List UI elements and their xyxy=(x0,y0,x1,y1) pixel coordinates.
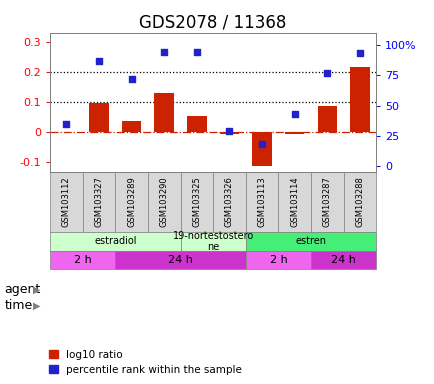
Bar xyxy=(50,172,82,232)
Point xyxy=(161,49,168,55)
Bar xyxy=(50,251,115,269)
Title: GDS2078 / 11368: GDS2078 / 11368 xyxy=(139,13,286,31)
Point xyxy=(95,58,102,64)
Bar xyxy=(310,251,375,269)
Text: GSM103112: GSM103112 xyxy=(62,176,71,227)
Bar xyxy=(219,132,239,134)
Bar xyxy=(154,93,174,132)
Text: GSM103325: GSM103325 xyxy=(192,176,201,227)
Text: GSM103290: GSM103290 xyxy=(159,176,168,227)
Bar xyxy=(180,172,213,232)
Text: GSM103326: GSM103326 xyxy=(224,176,233,227)
Text: 2 h: 2 h xyxy=(269,255,286,265)
Point xyxy=(290,111,297,117)
Text: 24 h: 24 h xyxy=(330,255,355,265)
Bar xyxy=(245,172,278,232)
Text: GSM103327: GSM103327 xyxy=(94,176,103,227)
Point xyxy=(62,121,69,127)
Point xyxy=(193,49,200,55)
Text: 19-nortestostero
ne: 19-nortestostero ne xyxy=(172,231,253,252)
Bar xyxy=(278,172,310,232)
Bar xyxy=(115,172,148,232)
Point xyxy=(128,76,135,82)
Bar xyxy=(343,172,375,232)
Text: 2 h: 2 h xyxy=(74,255,91,265)
Bar xyxy=(245,251,310,269)
Bar xyxy=(310,172,343,232)
Bar xyxy=(50,232,180,251)
Text: estradiol: estradiol xyxy=(94,237,136,247)
Text: agent: agent xyxy=(4,283,40,296)
Text: 24 h: 24 h xyxy=(168,255,193,265)
Bar xyxy=(284,132,304,134)
Text: estren: estren xyxy=(295,237,326,247)
Text: GSM103114: GSM103114 xyxy=(289,176,299,227)
Bar xyxy=(82,172,115,232)
Legend: log10 ratio, percentile rank within the sample: log10 ratio, percentile rank within the … xyxy=(49,350,242,375)
Point xyxy=(323,70,330,76)
Text: GSM103287: GSM103287 xyxy=(322,176,331,227)
Point xyxy=(356,50,363,56)
Text: ▶: ▶ xyxy=(33,300,41,310)
Bar xyxy=(122,121,141,132)
Bar xyxy=(317,106,336,132)
Bar xyxy=(213,172,245,232)
Text: GSM103113: GSM103113 xyxy=(257,176,266,227)
Bar xyxy=(180,232,245,251)
Point xyxy=(226,128,233,134)
Bar xyxy=(245,232,375,251)
Bar xyxy=(252,132,271,166)
Text: GSM103288: GSM103288 xyxy=(355,176,364,227)
Point xyxy=(258,141,265,147)
Bar xyxy=(349,67,369,132)
Text: time: time xyxy=(4,299,33,312)
Bar xyxy=(89,103,108,132)
Bar xyxy=(115,251,245,269)
Bar xyxy=(187,116,206,132)
Text: ▶: ▶ xyxy=(33,285,41,295)
Text: GSM103289: GSM103289 xyxy=(127,176,136,227)
Bar xyxy=(148,172,180,232)
